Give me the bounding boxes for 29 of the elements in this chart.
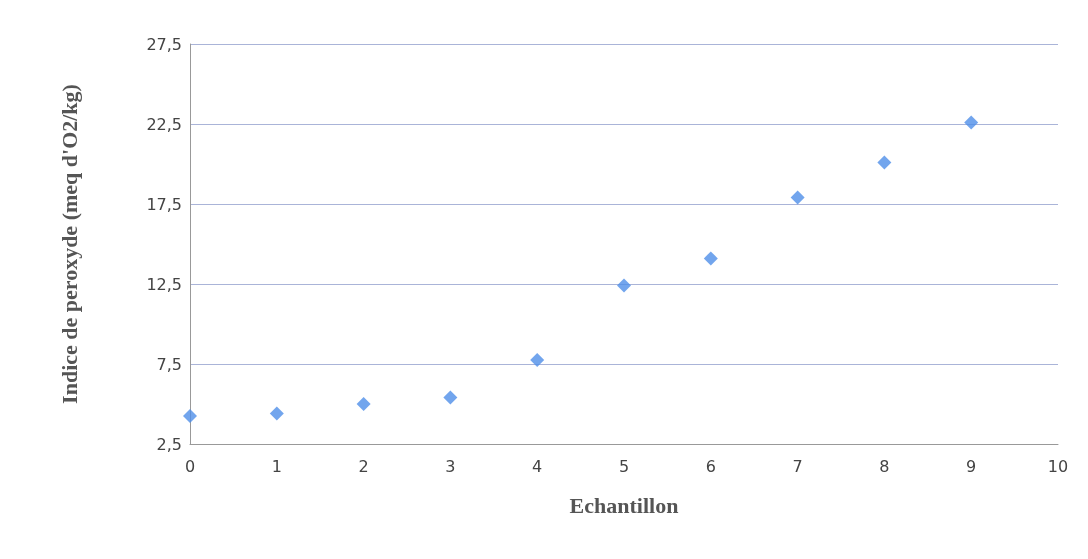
y-tick-label: 22,5 (146, 114, 182, 134)
y-tick-label: 12,5 (146, 274, 182, 294)
x-tick-label: 3 (445, 456, 456, 476)
x-tick-label: 0 (184, 456, 196, 476)
y-axis-title: Indice de peroxyde (meq d'O2/kg) (56, 84, 82, 404)
point (790, 190, 805, 205)
x-tick-label: 4 (532, 456, 543, 476)
point (617, 278, 631, 293)
x-tick-label: 7 (792, 456, 803, 476)
point (269, 406, 284, 421)
point (530, 353, 545, 367)
point (964, 115, 979, 130)
point (183, 409, 197, 423)
x-tick-label: 2 (358, 456, 369, 476)
y-tick-label: 17,5 (146, 194, 182, 214)
point (877, 155, 892, 170)
point (443, 390, 458, 405)
point (703, 251, 718, 266)
x-tick-label: 8 (879, 456, 890, 476)
x-axis-title: Echantillon (569, 492, 679, 518)
y-tick-label: 27,5 (146, 34, 182, 54)
x-tick-label: 10 (1047, 456, 1069, 476)
y-tick-label: 7,5 (156, 354, 182, 374)
y-tick-label: 2,5 (156, 434, 182, 454)
x-tick-label: 6 (705, 456, 716, 476)
x-tick-label: 1 (271, 456, 282, 476)
point (356, 397, 371, 411)
x-tick-label: 5 (618, 456, 630, 476)
x-tick-label: 9 (966, 456, 977, 476)
